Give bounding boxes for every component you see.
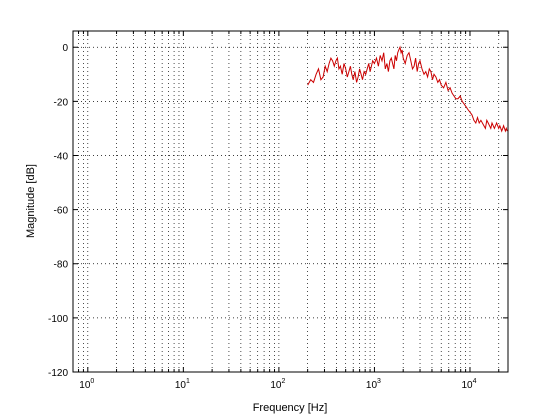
x-tick-label: 104 [461, 378, 476, 391]
y-tick-label: -60 [54, 206, 69, 217]
x-tick-base: 10 [366, 380, 378, 391]
x-axis-label: Frequency [Hz] [253, 402, 328, 414]
x-tick-label: 100 [79, 378, 94, 391]
series-layer [307, 45, 508, 133]
grid [72, 31, 508, 372]
x-tick-exponent: 2 [281, 378, 285, 385]
y-tick-label: -120 [48, 368, 68, 379]
series-line [307, 45, 508, 133]
x-tick-exponent: 1 [186, 378, 190, 385]
x-tick-exponent: 3 [377, 378, 381, 385]
x-tick-base: 10 [270, 380, 282, 391]
x-tick-base: 10 [175, 380, 187, 391]
x-tick-label: 103 [366, 378, 381, 391]
y-tick-label: 0 [62, 43, 68, 54]
x-tick-base: 10 [461, 380, 473, 391]
y-tick-label: -80 [54, 260, 69, 271]
x-tick-label: 102 [270, 378, 285, 391]
y-axis-label: Magnitude [dB] [25, 164, 37, 238]
x-tick-label: 101 [175, 378, 190, 391]
x-tick-exponent: 0 [90, 378, 94, 385]
x-tick-exponent: 4 [473, 378, 477, 385]
y-tick-label: -40 [54, 151, 69, 162]
plot-frame [72, 30, 509, 373]
y-tick-label: -20 [54, 97, 69, 108]
x-tick-base: 10 [79, 380, 91, 391]
y-tick-label: -100 [48, 314, 68, 325]
plot-background [73, 31, 508, 372]
